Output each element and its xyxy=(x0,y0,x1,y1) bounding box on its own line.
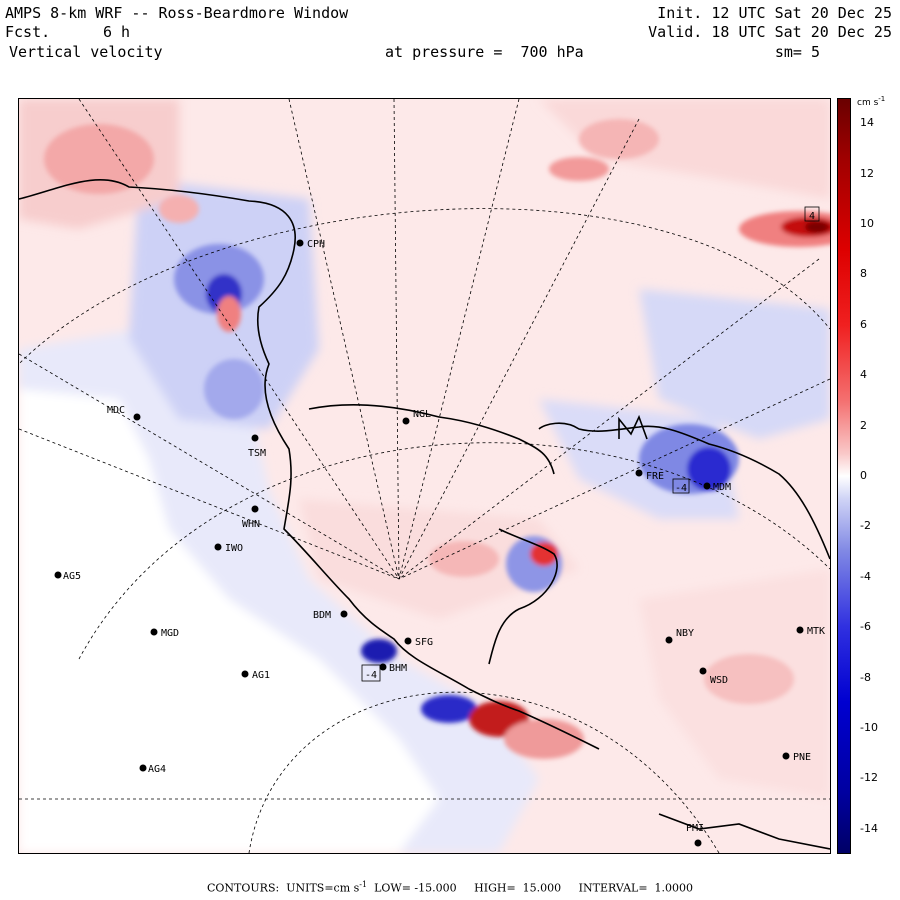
station-ag5: AG5 xyxy=(54,571,81,582)
station-tsm: TSM xyxy=(248,434,266,459)
station-label: WSD xyxy=(710,675,728,686)
station-label: AG4 xyxy=(148,764,166,775)
units-label: UNITS=cm s xyxy=(286,881,360,895)
station-label: IWO xyxy=(225,543,243,554)
colorbar-tick-label: -2 xyxy=(860,519,871,533)
station-mtk: MTK xyxy=(796,626,825,637)
units-exponent: -1 xyxy=(359,880,368,889)
min-mark-box-west xyxy=(361,664,381,682)
colorbar-units: cm s-1 xyxy=(857,95,885,108)
station-ngl: NGL xyxy=(402,409,431,425)
pressure-level: at pressure = 700 hPa xyxy=(385,43,584,61)
station-label: MGD xyxy=(161,628,179,639)
forecast-label: Fcst. xyxy=(5,23,51,41)
colorbar-tick-label: -12 xyxy=(860,771,878,785)
colorbar-tick-label: 14 xyxy=(860,116,874,130)
velocity-features xyxy=(44,119,830,759)
max-mark-box xyxy=(804,206,820,222)
colorbar-tick-label: -8 xyxy=(860,670,871,684)
min-mark-box-east xyxy=(672,478,690,494)
colorbar xyxy=(837,98,851,854)
station-whn: WHN xyxy=(242,505,260,530)
graticule xyxy=(19,99,830,853)
valid-time: Valid. 18 UTC Sat 20 Dec 25 xyxy=(648,23,892,41)
station-label: CPH xyxy=(307,239,325,250)
station-label: SFG xyxy=(415,637,433,648)
station-label: AG5 xyxy=(63,571,81,582)
colorbar-tick-label: -4 xyxy=(860,569,871,583)
station-ag1: AG1 xyxy=(241,670,270,681)
station-mdc: MDC xyxy=(107,405,141,421)
station-iwo: IWO xyxy=(214,543,243,554)
interval-value: INTERVAL= 1.0000 xyxy=(578,881,694,895)
low-value: LOW= -15.000 xyxy=(374,881,457,895)
station-bhm: BHM xyxy=(379,663,407,674)
station-mgd: MGD xyxy=(150,628,179,639)
min-mark-label-west: -4 xyxy=(365,670,377,681)
station-label: MDC xyxy=(107,405,125,416)
colorbar-tick-label: 0 xyxy=(860,469,867,482)
station-label: PMI xyxy=(686,823,704,834)
station-label: BDM xyxy=(313,610,331,621)
extrema-marks: 4 -4 -4 xyxy=(361,206,820,682)
colorbar-tick-label: -14 xyxy=(860,821,878,835)
max-mark-label: 4 xyxy=(809,211,815,222)
station-fre: FRE xyxy=(635,469,664,482)
vertical-velocity-map: 4 -4 -4 CPH NGL MDC TSM WHN IWO AG5 MGD … xyxy=(19,99,830,853)
colorbar-tick-label: 8 xyxy=(860,267,867,281)
colorbar-tick-label: 6 xyxy=(860,317,867,331)
colorbar-tick-label: -6 xyxy=(860,620,871,634)
colorbar-tick-label: 12 xyxy=(860,166,874,180)
colorbar-tick-label: 4 xyxy=(860,368,867,382)
contour-info: CONTOURS: UNITS=cm s-1 LOW= -15.000 HIGH… xyxy=(0,880,900,895)
colorbar-tick-label: 2 xyxy=(860,418,867,432)
field-name: Vertical velocity xyxy=(9,43,163,61)
colorbar-tick-label: 10 xyxy=(860,217,874,230)
station-label: AG1 xyxy=(252,670,270,681)
colorbar-units-exponent: -1 xyxy=(878,95,886,103)
station-nby: NBY xyxy=(665,628,694,644)
station-label: TSM xyxy=(248,448,266,459)
station-pmi: PMI xyxy=(686,823,704,847)
station-pne: PNE xyxy=(782,752,811,763)
station-mdm: MDM xyxy=(703,482,731,493)
coastline xyxy=(19,178,830,850)
station-label: BHM xyxy=(389,663,407,674)
station-label: WHN xyxy=(242,519,260,530)
min-mark-label-east: -4 xyxy=(675,483,687,494)
station-label: MTK xyxy=(807,626,825,637)
station-label: NBY xyxy=(676,628,694,639)
map-title: AMPS 8-km WRF -- Ross-Beardmore Window xyxy=(5,4,349,22)
station-wsd: WSD xyxy=(699,667,728,686)
station-cph: CPH xyxy=(296,239,325,250)
contours-label: CONTOURS: xyxy=(206,881,280,895)
station-sfg: SFG xyxy=(404,637,433,648)
station-label: FRE xyxy=(646,471,664,482)
map-panel: 4 -4 -4 CPH NGL MDC TSM WHN IWO AG5 MGD … xyxy=(18,98,831,854)
init-time: Init. 12 UTC Sat 20 Dec 25 xyxy=(657,4,892,22)
colorbar-scale xyxy=(838,99,850,853)
station-label: NGL xyxy=(413,409,431,420)
station-markers: CPH NGL MDC TSM WHN IWO AG5 MGD AG1 AG4 … xyxy=(54,239,825,847)
smoothing-value: sm= 5 xyxy=(774,43,820,61)
station-label: PNE xyxy=(793,752,811,763)
colorbar-tick-label: -10 xyxy=(860,721,878,734)
station-ag4: AG4 xyxy=(139,764,166,775)
high-value: HIGH= 15.000 xyxy=(474,881,562,895)
colorbar-units-text: cm s xyxy=(857,98,879,108)
station-bdm: BDM xyxy=(313,610,348,621)
station-label: MDM xyxy=(713,482,731,493)
forecast-hour: 6 h xyxy=(103,23,131,41)
